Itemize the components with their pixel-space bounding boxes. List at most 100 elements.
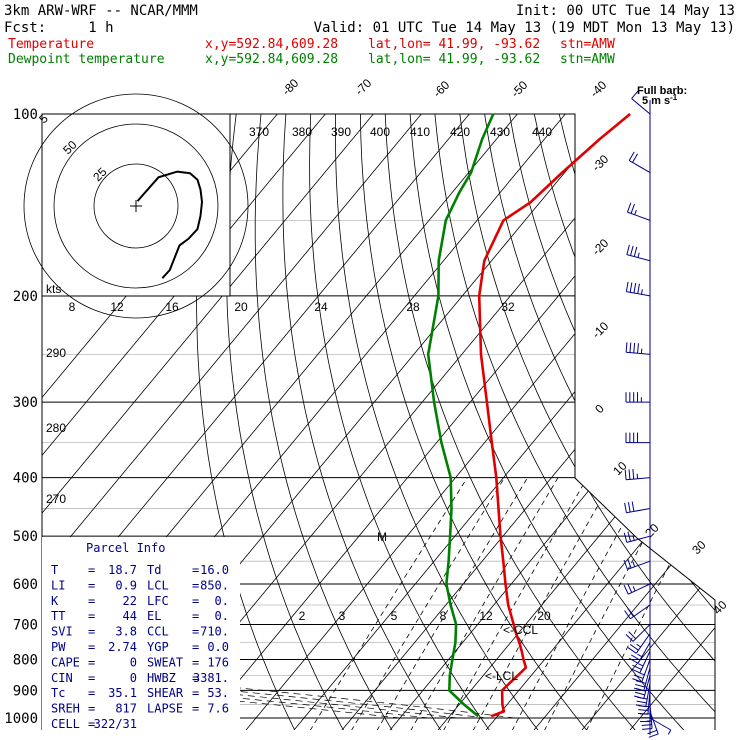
isotherm-label: -30: [589, 152, 611, 174]
parcel-key: T: [51, 563, 58, 577]
hodograph-speed-label: 8: [69, 300, 76, 314]
parcel-panel-bg: [42, 537, 240, 730]
wind-barb: [624, 469, 651, 481]
wind-barb: [625, 392, 650, 403]
barb-feather: [631, 90, 639, 99]
isotherm-line: [629, 114, 715, 730]
mixing-ratio-line: [472, 477, 615, 730]
hodograph-speed-label: 32: [501, 300, 515, 314]
mixing-ratio-line: [350, 477, 505, 730]
barb-half-feather: [667, 729, 672, 735]
diagram-border: [42, 113, 716, 730]
wind-barb: [629, 642, 651, 664]
theta-label: 280: [46, 421, 66, 435]
dry-adiabat: [733, 114, 740, 731]
parcel-key: CCL: [147, 625, 169, 639]
barb-half-feather: [632, 586, 636, 592]
barb-staff: [627, 211, 651, 221]
barb-feather: [631, 654, 641, 661]
mixing-ratio-label: 3: [339, 609, 346, 623]
wind-barbs: [623, 90, 672, 738]
barb-feather: [641, 724, 652, 726]
parcel-eq: =: [88, 625, 95, 639]
isotherm-label: -70: [352, 76, 374, 98]
barb-feather: [632, 153, 638, 163]
parcel-eq: =: [88, 655, 95, 669]
lcl-marker: <-LCL: [485, 669, 518, 683]
isotherm-line: [389, 114, 715, 730]
wind-barb: [627, 633, 651, 654]
barb-half-feather: [632, 561, 636, 567]
mixing-ratio-label: 20: [537, 609, 551, 623]
parcel-key: SREH: [51, 702, 80, 716]
wind-barb: [640, 697, 651, 723]
parcel-value: 0: [130, 655, 137, 669]
parcel-key: LFC: [147, 594, 169, 608]
barb-half-feather: [637, 252, 640, 258]
parcel-eq: =: [192, 578, 199, 592]
wind-barb: [626, 244, 651, 262]
barb-feather: [628, 469, 631, 480]
barb-staff: [639, 650, 651, 674]
parcel-eq: =: [192, 702, 199, 716]
wind-barb: [623, 531, 651, 543]
parcel-key: CELL: [51, 717, 80, 731]
parcel-eq: =: [192, 625, 199, 639]
dry-adiabat: [282, 114, 442, 730]
dewpoint-profile: [426, 113, 495, 718]
dry-adiabat: [658, 114, 715, 730]
barb-feather: [635, 704, 646, 708]
parcel-eq: =: [192, 686, 199, 700]
barb-feather: [632, 469, 635, 480]
barb-half-feather: [638, 663, 644, 667]
isotherm-line: [245, 114, 715, 730]
theta-label: 430: [490, 125, 510, 139]
mixing-ratio-line: [543, 477, 678, 730]
barb-staff: [626, 351, 651, 355]
model-title: 3km ARW-WRF -- NCAR/MMM: [4, 3, 198, 19]
barb-feather: [623, 532, 628, 543]
mixing-ratio-label: 8: [440, 609, 447, 623]
parcel-key: K: [51, 594, 59, 608]
parcel-key: LCL: [147, 578, 169, 592]
pressure-label-200: 200: [13, 289, 38, 305]
isotherm-line: [42, 114, 422, 730]
barb-staff: [637, 642, 651, 664]
pressure-label-800: 800: [13, 652, 38, 668]
isotherm-line: [293, 114, 715, 730]
barb-feather: [638, 709, 649, 711]
parcel-value: 3.8: [115, 625, 137, 639]
mixing-ratio-lines: [309, 477, 715, 730]
theta-label: 420: [450, 125, 470, 139]
barb-feather: [637, 283, 640, 294]
barb-feather: [637, 712, 648, 715]
melting-marker: M: [377, 530, 387, 544]
parcel-value: 3381.: [193, 671, 229, 685]
parcel-eq: =: [88, 717, 95, 731]
dewpoint-latlon: lat,lon= 41.99, -93.62: [368, 52, 540, 67]
isotherm-label: -10: [589, 319, 611, 341]
mixing-ratio-line: [410, 477, 559, 730]
parcel-value: 0: [130, 671, 137, 685]
wind-barb: [632, 659, 651, 683]
parcel-value: 0.: [215, 594, 229, 608]
dry-adiabat: [309, 114, 491, 730]
dry-adiabat: [608, 114, 715, 730]
barb-key-unit: 5 m s-1: [642, 93, 678, 107]
mixing-ratio-label: 2: [299, 609, 306, 623]
parcel-eq: =: [192, 655, 199, 669]
pressure-label-1000: 1000: [4, 711, 38, 727]
dry-adiabat: [509, 114, 715, 730]
dry-adiabat: [434, 114, 715, 730]
isotherm-label: 0: [592, 401, 607, 416]
theta-label: 380: [292, 125, 312, 139]
barb-feather: [633, 283, 637, 294]
isotherm-line: [437, 114, 715, 730]
parcel-key: EL: [147, 609, 161, 623]
barb-feather: [625, 633, 634, 642]
barb-half-feather: [634, 209, 637, 215]
parcel-eq: =: [88, 671, 95, 685]
hodograph-ring-50: [53, 123, 219, 289]
parcel-value: 710.: [200, 625, 229, 639]
